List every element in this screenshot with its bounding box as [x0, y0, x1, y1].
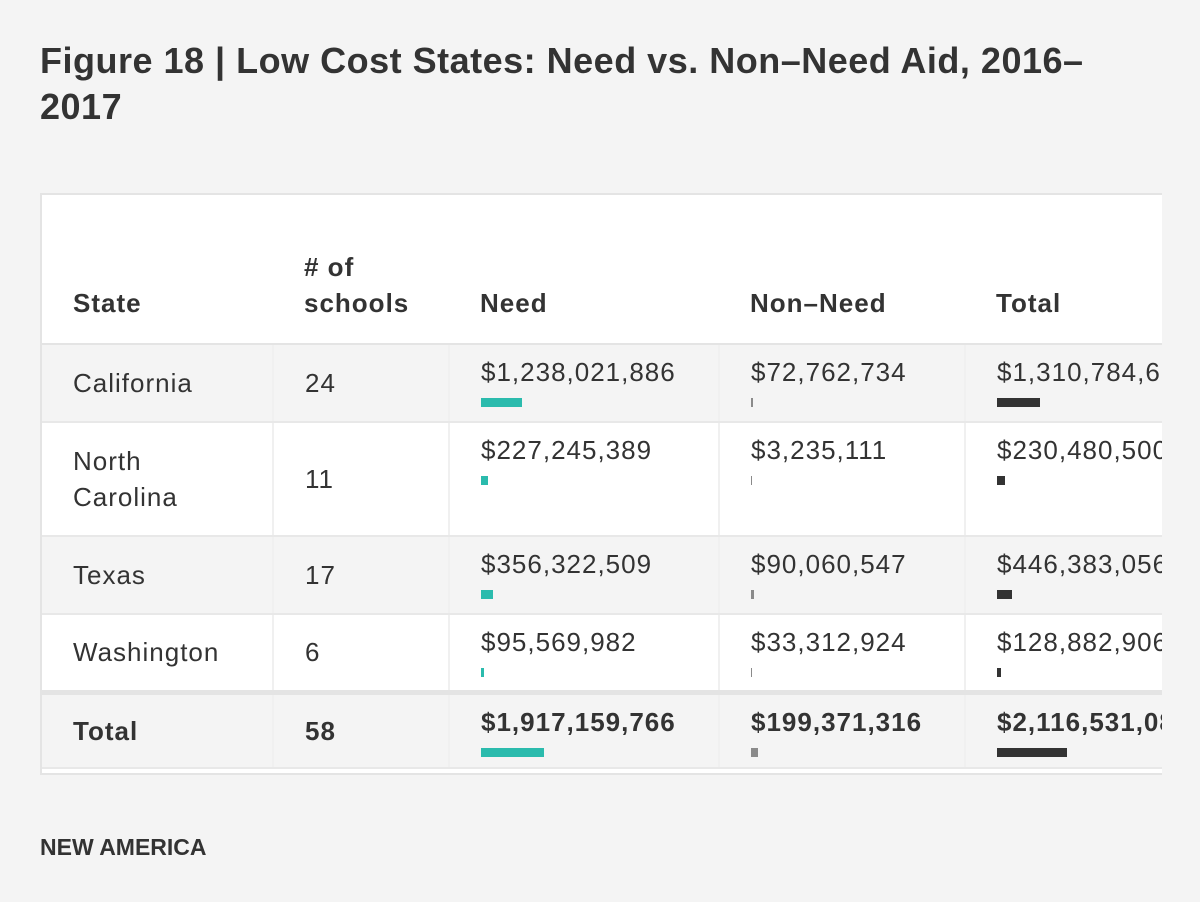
- cell-text: $95,569,982: [481, 627, 637, 657]
- column-header: Need: [449, 195, 719, 345]
- value-cell: $2,116,531,082: [964, 689, 1162, 769]
- cell-text: $90,060,547: [751, 549, 907, 579]
- state-cell: Total: [42, 689, 273, 769]
- cell-text: $1,238,021,886: [481, 357, 676, 387]
- bar: [751, 398, 754, 407]
- column-header: # of schools: [273, 195, 449, 345]
- bar: [997, 398, 1041, 407]
- cell-text: 58: [305, 715, 336, 746]
- count-cell: 24: [272, 344, 449, 423]
- state-cell: California: [42, 344, 273, 423]
- cell-text: $2,116,531,082: [997, 706, 1162, 737]
- cell-text: 24: [305, 368, 336, 398]
- value-cell: $72,762,734: [718, 344, 965, 423]
- count-cell: 6: [272, 614, 449, 693]
- cell-text: $1,310,784,620: [997, 357, 1162, 387]
- bar: [481, 747, 545, 757]
- cell-text: Texas: [73, 560, 146, 590]
- count-cell: 11: [272, 422, 449, 537]
- count-cell: 17: [272, 536, 449, 615]
- cell-text: 17: [305, 560, 336, 590]
- table-row: Texas 17 $356,322,509 $90,060,547 $446,383,0…: [42, 536, 1162, 615]
- bar: [997, 747, 1067, 757]
- cell-text: $227,245,389: [481, 435, 653, 465]
- cell-text: California: [73, 368, 193, 398]
- value-cell: $230,480,500: [964, 422, 1162, 537]
- cell-text: Total: [73, 715, 139, 746]
- bar: [481, 668, 485, 677]
- cell-text: $1,917,159,766: [481, 706, 676, 737]
- title: Figure 18 | Low Cost States: Need vs. No…: [40, 40, 1084, 127]
- cell-text: $446,383,056: [997, 549, 1162, 579]
- table-row: Washington 6 $95,569,982 $33,312,924 $128,88…: [42, 614, 1162, 693]
- count-cell: 58: [272, 689, 449, 769]
- column-header: Non–Need: [719, 195, 965, 345]
- footer: NEW AMERICA: [40, 834, 207, 860]
- cell-text: $128,882,906: [997, 627, 1162, 657]
- column-header: State: [42, 195, 273, 345]
- state-cell: North Carolina: [42, 422, 273, 537]
- value-cell: $3,235,111: [718, 422, 965, 537]
- bar: [997, 668, 1002, 677]
- header-row: State # of schools Need Non–Need Total: [42, 195, 1162, 345]
- cell-text: 11: [305, 464, 334, 494]
- value-cell: $446,383,056: [964, 536, 1162, 615]
- value-cell: $1,310,784,620: [964, 344, 1162, 423]
- bar: [751, 747, 758, 757]
- bar: [481, 398, 522, 407]
- value-cell: $227,245,389: [448, 422, 719, 537]
- cell-text: North Carolina: [73, 446, 178, 512]
- value-cell: $1,917,159,766: [448, 689, 719, 769]
- table-container: State # of schools Need Non–Need Total Calif…: [40, 193, 1162, 775]
- cell-text: $230,480,500: [997, 435, 1162, 465]
- bar: [997, 476, 1005, 485]
- table-row: California 24 $1,238,021,886 $72,762,734 $1,…: [42, 344, 1162, 423]
- cell-text: $72,762,734: [751, 357, 907, 387]
- value-cell: $33,312,924: [718, 614, 965, 693]
- cell-text: $356,322,509: [481, 549, 653, 579]
- bar: [997, 590, 1012, 599]
- cell-text: 6: [305, 637, 321, 668]
- table: State # of schools Need Non–Need Total Calif…: [42, 195, 1162, 769]
- value-cell: $128,882,906: [964, 614, 1162, 693]
- value-cell: $356,322,509: [448, 536, 719, 615]
- bar: [751, 590, 754, 599]
- bar: [481, 590, 493, 599]
- cell-text: $33,312,924: [751, 627, 907, 657]
- value-cell: $199,371,316: [718, 689, 965, 769]
- column-header: Total: [965, 195, 1162, 345]
- bar: [751, 668, 753, 677]
- cell-text: $199,371,316: [751, 706, 923, 737]
- value-cell: $1,238,021,886: [448, 344, 719, 423]
- bar: [481, 476, 489, 485]
- cell-text: $3,235,111: [751, 435, 888, 465]
- cell-text: Washington: [73, 637, 220, 668]
- table-row: Total 58 $1,917,159,766 $199,371,316 $2,116,…: [42, 689, 1162, 769]
- state-cell: Texas: [42, 536, 273, 615]
- value-cell: $95,569,982: [448, 614, 719, 693]
- table-row: North Carolina 11 $227,245,389 $3,235,111 $2…: [42, 422, 1162, 537]
- state-cell: Washington: [42, 614, 273, 693]
- value-cell: $90,060,547: [718, 536, 965, 615]
